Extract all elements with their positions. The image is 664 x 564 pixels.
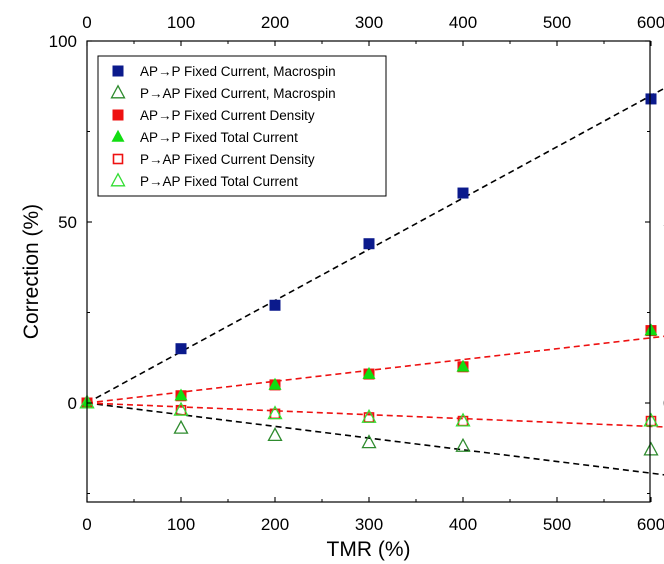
data-point-s4-6 — [644, 323, 658, 336]
fit-line-4 — [86, 402, 664, 428]
x-tick-label-top: 200 — [261, 13, 289, 32]
x-tick-label-bottom: 500 — [543, 515, 571, 534]
x-tick-label-top: 600 — [637, 13, 664, 32]
y-tick-label-left: 0 — [68, 394, 77, 413]
legend-marker-6 — [110, 172, 126, 187]
data-point-s4-4 — [362, 366, 376, 379]
x-tick-label-bottom: 300 — [355, 515, 383, 534]
data-point-s2-4 — [361, 434, 377, 449]
data-point-s1-2 — [175, 343, 187, 355]
legend-label-6: P→AP Fixed Total Current — [140, 174, 298, 189]
data-point-s6-5 — [455, 412, 471, 427]
x-tick-label-top: 400 — [449, 13, 477, 32]
legend-marker-3 — [112, 109, 124, 121]
y-tick-label-left: 100 — [49, 32, 77, 51]
x-tick-label-top: 500 — [543, 13, 571, 32]
data-point-s2-2 — [173, 419, 189, 434]
x-tick-label-bottom: 0 — [82, 515, 91, 534]
x-tick-label-top: 300 — [355, 13, 383, 32]
x-tick-label-bottom: 100 — [167, 515, 195, 534]
x-tick-label-bottom: 400 — [449, 515, 477, 534]
legend-label-5: P→AP Fixed Current Density — [140, 152, 315, 167]
data-point-s1-3 — [269, 299, 281, 311]
y-axis-title: Correction (%) — [20, 204, 43, 339]
legend-marker-4 — [111, 129, 125, 142]
legend-marker-5 — [112, 153, 124, 165]
data-point-s6-3 — [267, 405, 283, 420]
legend-label-2: P→AP Fixed Current, Macrospin — [140, 86, 336, 101]
data-point-s2-6 — [643, 441, 659, 456]
legend-label-3: AP→P Fixed Current Density — [140, 108, 315, 123]
legend-marker-1 — [112, 65, 124, 77]
data-point-s1-6 — [645, 93, 657, 105]
x-tick-label-top: 100 — [167, 13, 195, 32]
legend: AP→P Fixed Current, Macrospin P→AP Fixed … — [97, 55, 387, 197]
data-point-s4-2 — [174, 388, 188, 401]
legend-label-1: AP→P Fixed Current, Macrospin — [140, 64, 336, 79]
data-point-s2-3 — [267, 427, 283, 442]
x-tick-label-bottom: 600 — [637, 515, 664, 534]
data-point-s6-4 — [361, 408, 377, 423]
data-point-s4-5 — [456, 359, 470, 372]
data-point-s2-5 — [455, 437, 471, 452]
fit-line-1 — [86, 87, 664, 404]
fit-lines — [86, 87, 664, 476]
legend-marker-2 — [110, 84, 126, 99]
x-tick-label-bottom: 200 — [261, 515, 289, 534]
x-tick-label-top: 0 — [82, 13, 91, 32]
data-point-s6-2 — [173, 401, 189, 416]
legend-label-4: AP→P Fixed Total Current — [140, 130, 298, 145]
data-point-s6-6 — [643, 412, 659, 427]
data-point-s4-3 — [268, 377, 282, 390]
data-point-s1-4 — [363, 238, 375, 250]
axis-ticks — [86, 40, 652, 502]
legend-box — [97, 55, 387, 197]
y-tick-label-left: 50 — [58, 213, 77, 232]
data-point-s5-6 — [645, 415, 657, 427]
fit-line-3 — [86, 335, 664, 404]
fit-line-2 — [86, 402, 664, 476]
x-axis-title: TMR (%) — [327, 538, 411, 561]
data-point-s1-5 — [457, 187, 469, 199]
